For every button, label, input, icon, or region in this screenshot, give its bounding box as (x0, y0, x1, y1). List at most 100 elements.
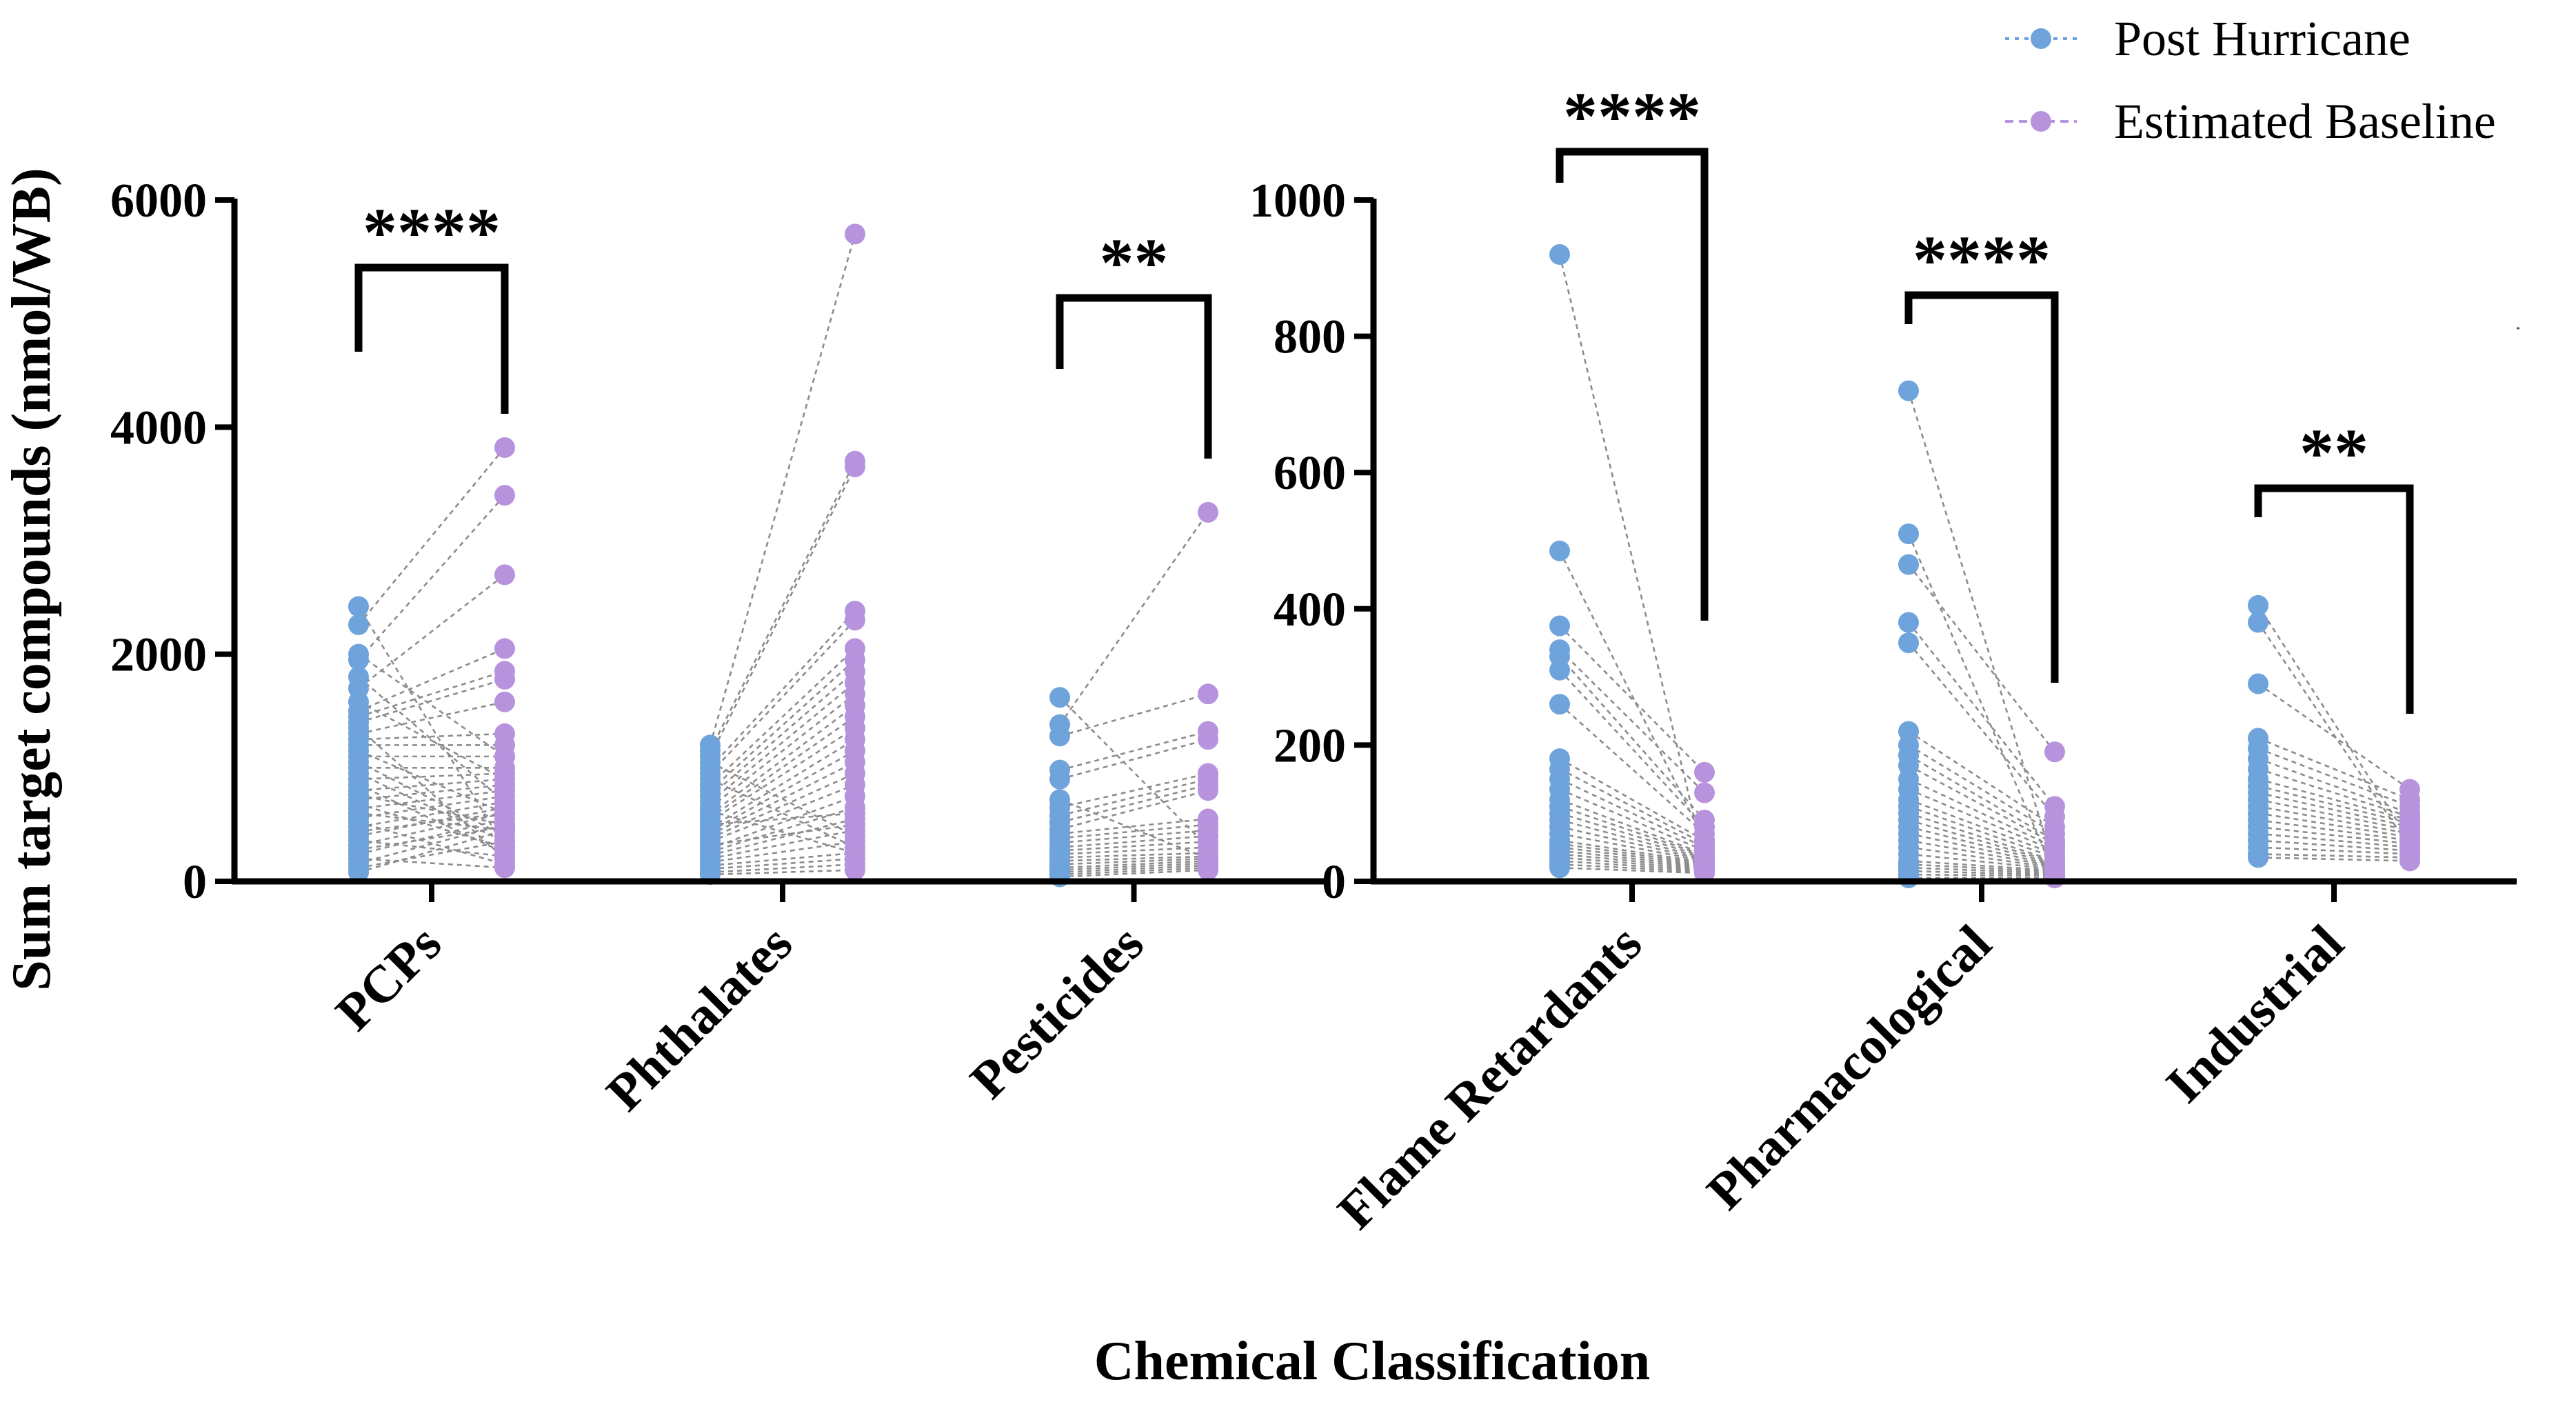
point-estimated-baseline (1198, 501, 1218, 523)
pair-link (709, 466, 856, 757)
pair-link (1908, 805, 2055, 859)
pair-link (1907, 533, 2056, 875)
pair-link (1908, 870, 2055, 876)
point-estimated-baseline (494, 691, 515, 712)
pair-link (2257, 605, 2411, 841)
pair-link (358, 841, 505, 869)
legend-entry-post-hurricane[interactable]: Post Hurricane (2005, 11, 2411, 66)
pair-link (2257, 832, 2411, 848)
point-estimated-baseline (494, 485, 515, 506)
point-post-hurricane (1898, 523, 1919, 545)
pair-link (358, 812, 505, 846)
pair-link (1559, 625, 1705, 773)
pair-link (1059, 860, 1209, 869)
point-post-hurricane (2248, 594, 2268, 616)
point-estimated-baseline (2399, 850, 2420, 872)
pair-link (1908, 754, 2055, 841)
point-post-hurricane (1898, 554, 1919, 575)
point-estimated-baseline (1198, 780, 1218, 801)
pair-link (2257, 812, 2411, 839)
pair-link (358, 701, 505, 780)
pair-link (2257, 857, 2411, 862)
point-post-hurricane (1049, 725, 1070, 747)
y-tick-label: 0 (183, 856, 207, 909)
point-post-hurricane (2248, 612, 2268, 633)
significance-layer: **** ************ (354, 78, 2414, 714)
x-tick-label-pesticides: Pesticides (959, 914, 1154, 1110)
pair-link (710, 739, 856, 829)
significance-bracket-pharmacological (1904, 291, 2059, 683)
point-post-hurricane (1898, 868, 1919, 889)
y-tick-label: 6000 (110, 174, 207, 228)
point-estimated-baseline (494, 819, 515, 841)
significance-label-pharmacological: **** (1913, 221, 2051, 298)
point-estimated-baseline (1694, 782, 1715, 803)
pair-link (1059, 738, 1209, 781)
point-post-hurricane (2248, 673, 2268, 694)
point-estimated-baseline (1198, 729, 1218, 750)
significance-label-pcps: **** (363, 194, 501, 270)
point-post-hurricane (1549, 540, 1570, 561)
pair-link (1059, 829, 1209, 844)
data-point-layer (348, 223, 2420, 889)
legend-marker-estimated-baseline (2031, 111, 2051, 132)
pair-link (710, 704, 856, 815)
pair-link (1059, 823, 1209, 839)
pair-link (1908, 863, 2055, 873)
pair-link (710, 659, 856, 792)
pair-link (2257, 819, 2411, 842)
pair-link (1908, 832, 2055, 866)
point-estimated-baseline (494, 564, 515, 586)
pair-link (710, 818, 856, 857)
y-tick-label: 4000 (110, 401, 207, 454)
point-post-hurricane (1549, 244, 1570, 266)
x-tick-label-flame-retardants: Flame Retardants (1327, 914, 1653, 1241)
pair-link (1907, 563, 2056, 753)
pair-link (1059, 772, 1209, 809)
pair-link (2257, 785, 2411, 825)
pair-link (357, 606, 506, 848)
pair-link (1059, 852, 1209, 859)
point-estimated-baseline (494, 668, 515, 690)
pair-link (2257, 748, 2411, 808)
y-tick-label: 600 (1274, 447, 1346, 500)
pair-link (1559, 863, 1705, 873)
point-estimated-baseline (494, 857, 515, 879)
legend-entry-estimated-baseline[interactable]: Estimated Baseline (2005, 94, 2496, 149)
pair-link-layer (357, 234, 2411, 879)
pair-link (2257, 792, 2411, 828)
pair-link (358, 778, 505, 792)
point-post-hurricane (348, 861, 369, 883)
y-tick-label: 800 (1274, 311, 1346, 364)
pair-link (358, 653, 505, 757)
pair-link (710, 716, 856, 819)
point-post-hurricane (1549, 659, 1570, 681)
pair-link (1908, 799, 2055, 855)
point-post-hurricane (348, 614, 369, 635)
pair-link (1908, 853, 2055, 870)
pair-link (358, 795, 505, 819)
pair-link (1559, 850, 1705, 868)
significance-label-industrial: ** (2300, 414, 2368, 491)
pair-link (358, 574, 505, 690)
pair-link (1559, 669, 1705, 828)
pair-link (1908, 839, 2055, 868)
pair-link (1059, 697, 1209, 848)
pair-link (1908, 730, 2055, 828)
point-post-hurricane (1898, 612, 1919, 633)
pair-link (358, 839, 505, 858)
x-tick-label-pcps: PCPs (325, 914, 452, 1042)
x-axis-title: Chemical Classification (1094, 1331, 1651, 1392)
pair-link (1059, 790, 1209, 830)
pair-link (358, 670, 505, 718)
pair-link (2257, 621, 2411, 848)
x-tick-label-pharmacological: Pharmacological (1696, 914, 2002, 1221)
pair-link (1058, 512, 1209, 725)
pair-link (1059, 869, 1209, 878)
point-estimated-baseline (1198, 683, 1218, 705)
pair-link (1559, 768, 1705, 845)
pair-link (1558, 550, 1706, 841)
pair-link (358, 772, 505, 781)
pair-link (358, 818, 505, 855)
legend-label-estimated-baseline: Estimated Baseline (2114, 94, 2496, 149)
